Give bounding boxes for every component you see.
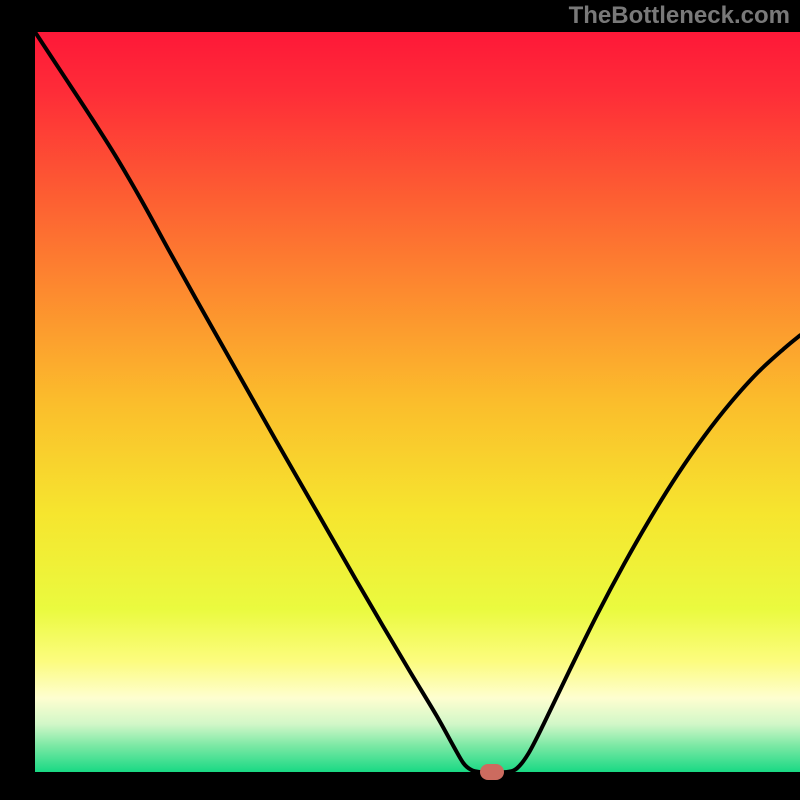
plot-area [35,32,800,772]
bottleneck-curve [35,32,800,772]
watermark-text: TheBottleneck.com [569,2,790,30]
optimal-point-marker [480,764,504,780]
chart-frame: { "watermark": { "text": "TheBottleneck.… [0,0,800,800]
